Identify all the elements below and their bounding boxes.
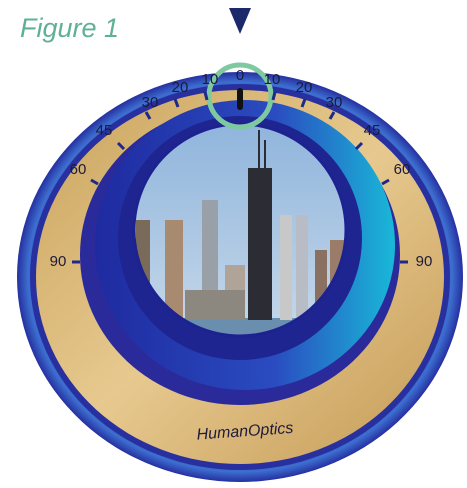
highlight-circle <box>206 62 274 130</box>
scale-label: 10 <box>202 71 219 88</box>
figure-label: Figure 1 <box>20 13 119 43</box>
scale-label: 30 <box>326 94 343 111</box>
marker-arrow <box>229 8 251 34</box>
scale-label: 45 <box>364 122 381 139</box>
scale-ticks <box>72 91 408 264</box>
scale-label: 20 <box>172 79 189 96</box>
scale-label: 45 <box>96 122 113 139</box>
scale-label: 10 <box>264 71 281 88</box>
scale-label: 0 <box>236 67 244 84</box>
scale-label: 30 <box>142 94 159 111</box>
axis-mark <box>237 88 243 110</box>
scale-label: 20 <box>296 79 313 96</box>
brand-label: HumanOptics <box>196 420 294 444</box>
scale-label: 60 <box>394 161 411 178</box>
optic-edge <box>132 122 348 338</box>
scale-label: 90 <box>416 253 433 270</box>
scale-label: 90 <box>50 253 67 270</box>
scale-label: 60 <box>70 161 87 178</box>
